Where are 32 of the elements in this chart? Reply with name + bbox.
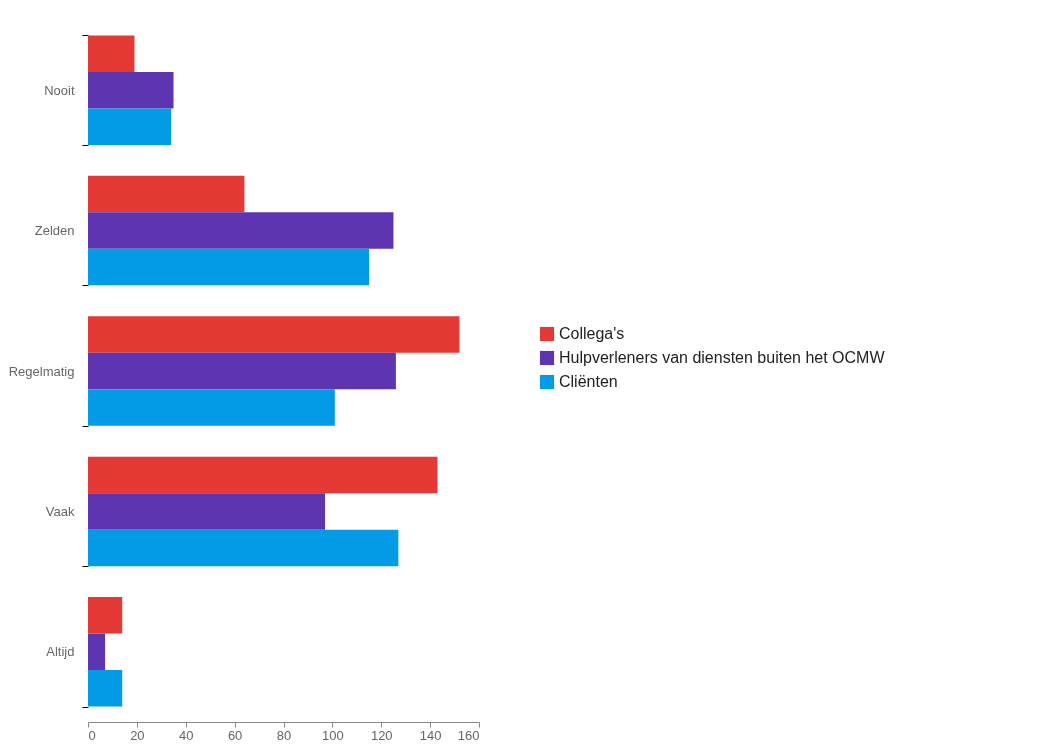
bar — [88, 71, 174, 109]
bar — [88, 352, 396, 390]
bar — [88, 175, 245, 213]
bar — [88, 35, 135, 72]
y-tick-label: Regelmatig — [8, 363, 75, 379]
bar — [88, 212, 394, 249]
x-tick-label: 0 — [88, 727, 96, 743]
x-tick-label: 160 — [457, 727, 480, 743]
x-tick-label: 80 — [276, 727, 292, 743]
x-tick-label: 140 — [419, 727, 442, 743]
y-tick-label: Nooit — [44, 82, 75, 98]
bar — [88, 389, 335, 426]
y-tick-label: Vaak — [45, 503, 75, 519]
bar — [88, 670, 123, 707]
y-tick-label: Zelden — [34, 223, 75, 239]
bar — [88, 316, 460, 353]
x-tick-label: 120 — [370, 727, 393, 743]
y-tick-label: Altijd — [46, 644, 75, 660]
x-tick-label: 40 — [179, 727, 194, 743]
bar — [88, 108, 172, 145]
x-tick-label: 60 — [227, 727, 243, 743]
legend-label: Collega's — [559, 325, 625, 342]
bar — [88, 456, 438, 494]
x-tick-label: 100 — [322, 727, 344, 743]
bar — [88, 529, 399, 567]
legend-label: Hulpverleners van diensten buiten het OCMW — [559, 349, 886, 366]
bar — [88, 597, 123, 634]
bar — [88, 633, 106, 671]
bar — [88, 493, 326, 530]
x-tick-label: 20 — [130, 727, 145, 743]
bar — [88, 248, 370, 286]
legend-label: Cliënten — [559, 373, 618, 390]
